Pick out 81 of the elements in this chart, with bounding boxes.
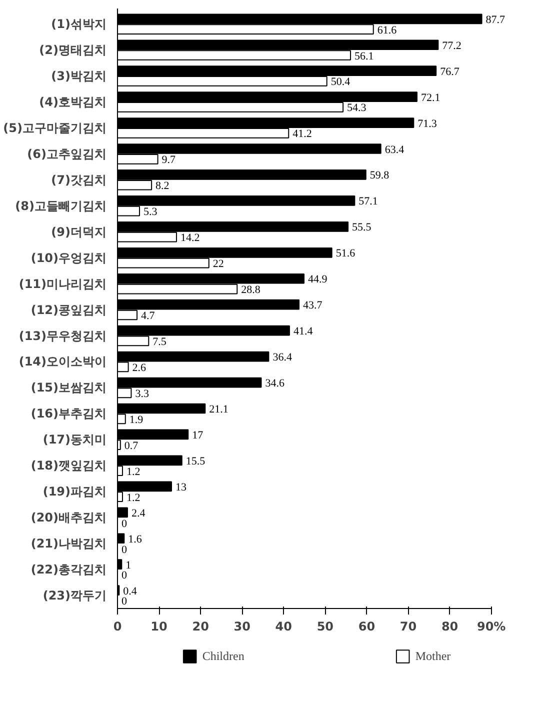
legend-label: Mother bbox=[415, 648, 451, 664]
y-tick-label: (12)콩잎김치 bbox=[30, 302, 107, 317]
data-label: 43.7 bbox=[303, 300, 323, 312]
data-label: 87.7 bbox=[486, 14, 506, 26]
data-label: 9.7 bbox=[162, 154, 176, 166]
data-label: 1.2 bbox=[126, 492, 140, 504]
data-label: 13 bbox=[176, 481, 187, 494]
y-tick-label: (6)고추잎김치 bbox=[27, 146, 107, 161]
y-tick-label: (8)고들빼기김치 bbox=[15, 198, 107, 213]
y-tick-label: (3)박김치 bbox=[51, 69, 107, 84]
y-tick-label: (23)깍두기 bbox=[42, 588, 107, 603]
data-label: 34.6 bbox=[265, 378, 285, 390]
data-label: 0 bbox=[122, 570, 128, 582]
data-label: 5.3 bbox=[144, 206, 158, 218]
data-label: 0 bbox=[122, 544, 128, 556]
y-tick-label: (21)나박김치 bbox=[30, 536, 107, 551]
x-tick-label: 50 bbox=[316, 620, 334, 634]
data-label: 17 bbox=[192, 429, 204, 442]
data-label: 15.5 bbox=[186, 455, 206, 468]
x-tick-label: 20 bbox=[192, 620, 209, 634]
data-label: 41.2 bbox=[292, 128, 312, 140]
y-tick-label: (15)보쌈김치 bbox=[30, 380, 107, 395]
x-tick-label: 70 bbox=[400, 620, 417, 634]
x-tick-label: 80 bbox=[441, 620, 458, 634]
y-tick-label: (10)우엉김치 bbox=[30, 250, 107, 265]
data-label: 55.5 bbox=[352, 222, 372, 234]
data-label: 21.1 bbox=[209, 404, 228, 416]
x-tick-label: 60 bbox=[358, 620, 376, 634]
y-tick-label: (13)무우청김치 bbox=[18, 328, 107, 343]
data-label: 2.6 bbox=[132, 362, 147, 374]
x-tick-label: 90% bbox=[476, 620, 506, 634]
y-tick-label: (18)깻잎김치 bbox=[30, 458, 107, 473]
data-label: 51.6 bbox=[336, 248, 356, 260]
data-label: 28.8 bbox=[241, 284, 261, 296]
data-label: 44.9 bbox=[308, 274, 328, 286]
data-label: 50.4 bbox=[330, 76, 351, 88]
data-label: 0.7 bbox=[124, 440, 139, 452]
data-label: 57.1 bbox=[358, 196, 378, 208]
y-tick-label: (2)명태김치 bbox=[39, 43, 107, 58]
data-label: 36.4 bbox=[272, 352, 292, 364]
y-tick-label: (22)총각김치 bbox=[30, 562, 107, 577]
y-tick-label: (20)배추김치 bbox=[30, 510, 107, 525]
y-tick-label: (4)호박김치 bbox=[39, 95, 107, 110]
data-label: 54.3 bbox=[347, 102, 367, 114]
data-label: 0 bbox=[122, 596, 128, 608]
data-label: 0.4 bbox=[123, 585, 138, 598]
y-tick-label: (7)갓김치 bbox=[51, 172, 107, 187]
x-tick-label: 10 bbox=[150, 620, 168, 634]
data-label: 72.1 bbox=[420, 92, 440, 104]
y-tick-label: (17)동치미 bbox=[42, 432, 107, 447]
data-label: 1 bbox=[126, 559, 132, 572]
data-label: 1.9 bbox=[129, 414, 144, 426]
data-label: 77.2 bbox=[442, 40, 462, 52]
data-label: 4.7 bbox=[141, 310, 156, 322]
legend-label: Children bbox=[202, 648, 244, 664]
x-tick-label: 40 bbox=[275, 620, 292, 634]
data-label: 71.3 bbox=[418, 118, 438, 130]
data-label: 61.6 bbox=[377, 24, 398, 36]
data-label: 59.8 bbox=[370, 170, 390, 182]
data-label: 41.4 bbox=[293, 326, 314, 338]
y-tick-label: (11)미나리김치 bbox=[18, 276, 107, 291]
data-label: 56.1 bbox=[354, 50, 374, 62]
y-tick-label: (5)고구마줄기김치 bbox=[3, 120, 107, 135]
data-label: 1.6 bbox=[128, 533, 142, 546]
data-label: 1.2 bbox=[126, 466, 140, 478]
y-tick-label: (9)더덕지 bbox=[51, 224, 107, 239]
data-label: 0 bbox=[122, 518, 128, 530]
data-label: 3.3 bbox=[135, 388, 150, 400]
x-tick-label: 0 bbox=[113, 620, 122, 634]
data-label: 7.5 bbox=[152, 336, 167, 348]
data-label: 76.7 bbox=[440, 66, 460, 78]
y-tick-label: (14)오이소박이 bbox=[18, 354, 107, 369]
y-tick-label: (16)부추김치 bbox=[30, 406, 107, 421]
data-label: 2.4 bbox=[131, 507, 146, 520]
y-tick-label: (19)파김치 bbox=[42, 484, 107, 499]
data-label: 63.4 bbox=[384, 144, 405, 156]
y-tick-label: (1)섞박지 bbox=[51, 17, 107, 32]
x-tick-label: 30 bbox=[234, 620, 250, 634]
data-label: 8.2 bbox=[156, 180, 170, 192]
data-label: 14.2 bbox=[180, 232, 200, 244]
data-label: 22 bbox=[212, 258, 224, 270]
